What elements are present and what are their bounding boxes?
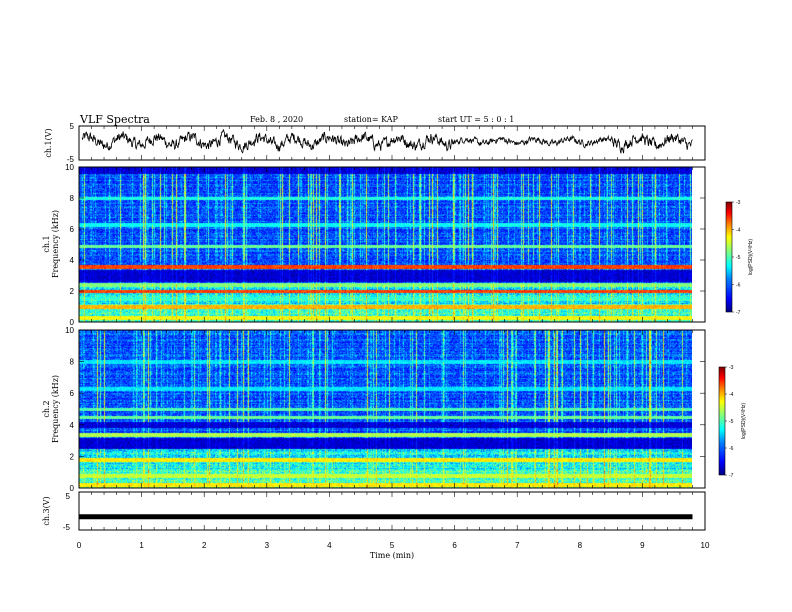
ch1-waveform-line bbox=[81, 129, 693, 154]
ch3-waveform-frame bbox=[78, 491, 706, 531]
y-tick-label: 2 bbox=[70, 452, 75, 461]
y-tick-label: 2 bbox=[70, 287, 75, 296]
ch3-ylabel: ch.3(V) bbox=[42, 496, 51, 525]
time-axis-tick-label: 6 bbox=[452, 541, 457, 550]
y-tick-label: 8 bbox=[70, 358, 75, 367]
colorbar-tick-label: -6 bbox=[736, 283, 741, 289]
y-tick-label: 0 bbox=[70, 484, 75, 493]
colorbar-tick-label: -4 bbox=[729, 392, 734, 398]
time-axis-tick-label: 8 bbox=[578, 541, 583, 550]
ch1-colorbar-ticks: -3 -4 -5 -6 -7 bbox=[732, 200, 741, 316]
start-time-label: start UT = 5 : 0 : 1 bbox=[438, 115, 514, 124]
y-tick-label: 10 bbox=[65, 163, 74, 172]
time-axis-tick-label: 9 bbox=[640, 541, 645, 550]
ch1-spectrogram-yticks: 0 2 4 6 8 10 bbox=[65, 163, 705, 327]
ch2-spectrogram-xticks bbox=[78, 330, 706, 488]
ch1-colorbar: -3 -4 -5 -6 -7 log(PSD)(V²/Hz) bbox=[725, 200, 754, 316]
ch2-spectrogram-yticks: 0 2 4 6 8 10 bbox=[65, 326, 705, 493]
ch1-ylabel: ch.1(V) bbox=[44, 128, 53, 157]
ch1-waveform-panel: 5 -5 ch.1(V) bbox=[44, 122, 706, 164]
ch1-spectrogram-xticks bbox=[78, 167, 706, 322]
ch1-channel-label: ch.1 bbox=[42, 235, 51, 252]
time-axis-tick-label: 7 bbox=[515, 541, 520, 550]
ch1-colorbar-label: log(PSD)(V²/Hz) bbox=[748, 239, 754, 275]
y-tick-label: 4 bbox=[70, 421, 75, 430]
time-axis-label: Time (min) bbox=[370, 551, 414, 560]
time-axis-tick-label: 1 bbox=[139, 541, 144, 550]
ch1-ytick-top: 5 bbox=[70, 122, 75, 131]
time-axis-tick-label: 0 bbox=[77, 541, 82, 550]
ch3-xticks bbox=[78, 492, 706, 530]
date-label: Feb. 8 , 2020 bbox=[250, 115, 303, 124]
y-tick-label: 10 bbox=[65, 326, 74, 335]
colorbar-tick-label: -5 bbox=[736, 255, 741, 261]
time-axis-tick-label: 4 bbox=[327, 541, 332, 550]
station-label: station= KAP bbox=[344, 115, 399, 124]
ch1-spectrogram-panel: 0 2 4 6 8 10 ch.1 Frequency (kHz) bbox=[42, 163, 706, 327]
ch2-colorbar-gradient bbox=[719, 367, 725, 475]
time-axis-tick-labels: 0 1 2 3 4 5 6 7 8 9 10 bbox=[77, 541, 710, 550]
ch2-colorbar-ticks: -3 -4 -5 -6 -7 bbox=[725, 365, 734, 479]
ch1-frequency-label: Frequency (kHz) bbox=[51, 210, 60, 278]
y-tick-label: 0 bbox=[70, 318, 75, 327]
plot-title: VLF Spectra bbox=[79, 113, 150, 126]
colorbar-tick-label: -5 bbox=[729, 419, 734, 425]
ch3-waveform-panel: 5 -5 ch.3(V) bbox=[42, 491, 706, 532]
ch1-ytick-bottom: -5 bbox=[67, 155, 75, 164]
ch2-colorbar: -3 -4 -5 -6 -7 log(PSD)(V²/Hz) bbox=[718, 365, 747, 479]
colorbar-tick-label: -3 bbox=[729, 365, 734, 371]
ch2-frequency-label: Frequency (kHz) bbox=[51, 375, 60, 443]
time-axis-tick-label: 10 bbox=[701, 541, 710, 550]
ch1-spectrogram-image bbox=[79, 167, 692, 322]
colorbar-tick-label: -3 bbox=[736, 200, 741, 206]
colorbar-tick-label: -7 bbox=[736, 310, 741, 316]
time-axis-tick-label: 3 bbox=[265, 541, 270, 550]
ch1-colorbar-gradient bbox=[726, 202, 732, 312]
ch1-xticks bbox=[78, 126, 706, 160]
time-axis-tick-label: 5 bbox=[390, 541, 395, 550]
y-tick-label: 6 bbox=[70, 225, 75, 234]
ch2-colorbar-label: log(PSD)(V²/Hz) bbox=[741, 403, 747, 439]
y-tick-label: 8 bbox=[70, 194, 75, 203]
ch2-spectrogram-image bbox=[79, 330, 692, 488]
ch3-ytick-top: 5 bbox=[66, 492, 71, 501]
y-tick-label: 4 bbox=[70, 256, 75, 265]
y-tick-label: 6 bbox=[70, 389, 75, 398]
colorbar-tick-label: -7 bbox=[729, 473, 734, 479]
time-axis-tick-label: 2 bbox=[202, 541, 207, 550]
ch2-channel-label: ch.2 bbox=[42, 400, 51, 417]
ch2-spectrogram-panel: 0 2 4 6 8 10 ch.2 Frequency (kHz) bbox=[42, 326, 706, 493]
colorbar-tick-label: -6 bbox=[729, 446, 734, 452]
ch3-ytick-bottom: -5 bbox=[63, 523, 71, 532]
colorbar-tick-label: -4 bbox=[736, 228, 741, 234]
